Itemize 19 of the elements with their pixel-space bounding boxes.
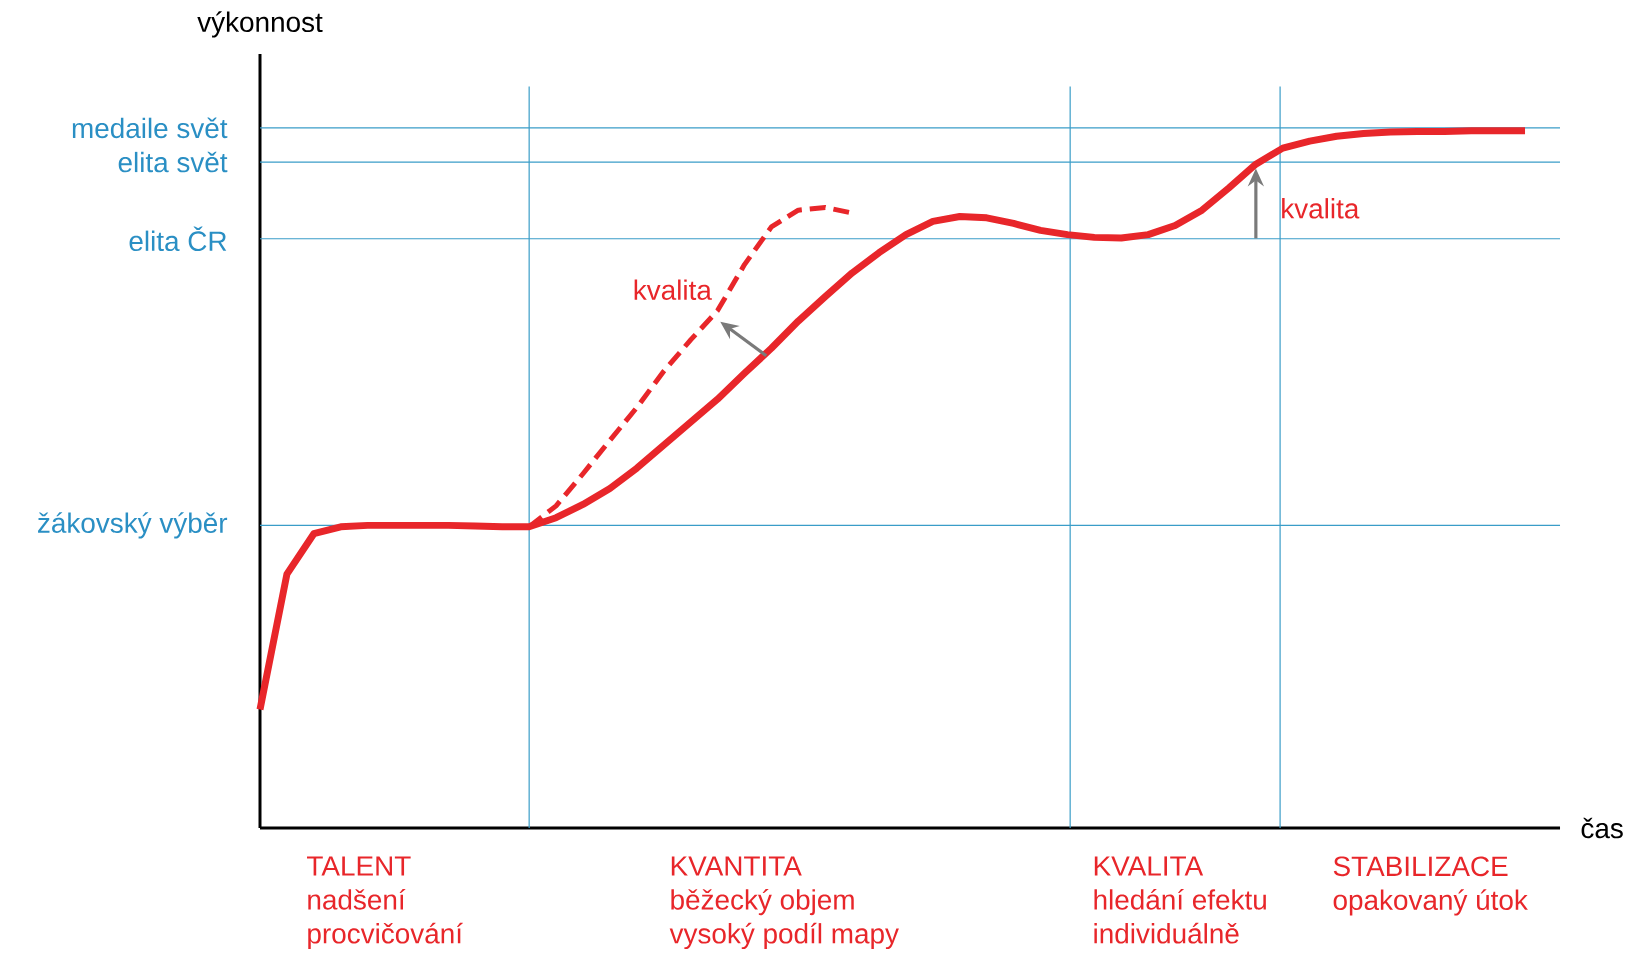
text: vysoký podíl mapy — [669, 922, 899, 950]
ref-line-label: medaile svět — [72, 117, 228, 139]
ref-line-label: žákovský výběr — [38, 512, 228, 539]
y-axis-title: výkonnost — [197, 11, 323, 38]
text: nadšení — [308, 888, 406, 910]
text: individuálně — [1094, 922, 1239, 944]
text: hledání efektu — [1094, 888, 1266, 910]
annotation: kvalita — [634, 279, 712, 301]
text: KVANTITA — [671, 856, 802, 876]
text: STABILIZACE — [1333, 856, 1508, 877]
text: procvičování — [308, 922, 463, 950]
text: opakovaný útok — [1333, 889, 1528, 916]
ref-line-label: elita ČR — [129, 226, 227, 252]
annotation: kvalita — [1282, 198, 1360, 219]
x-axis-title: čas — [1581, 817, 1623, 839]
text: TALENT — [307, 856, 411, 876]
ref-line-label: elita svět — [118, 151, 228, 173]
text: běžecký objem — [671, 888, 854, 916]
text: KVALITA — [1094, 856, 1204, 876]
